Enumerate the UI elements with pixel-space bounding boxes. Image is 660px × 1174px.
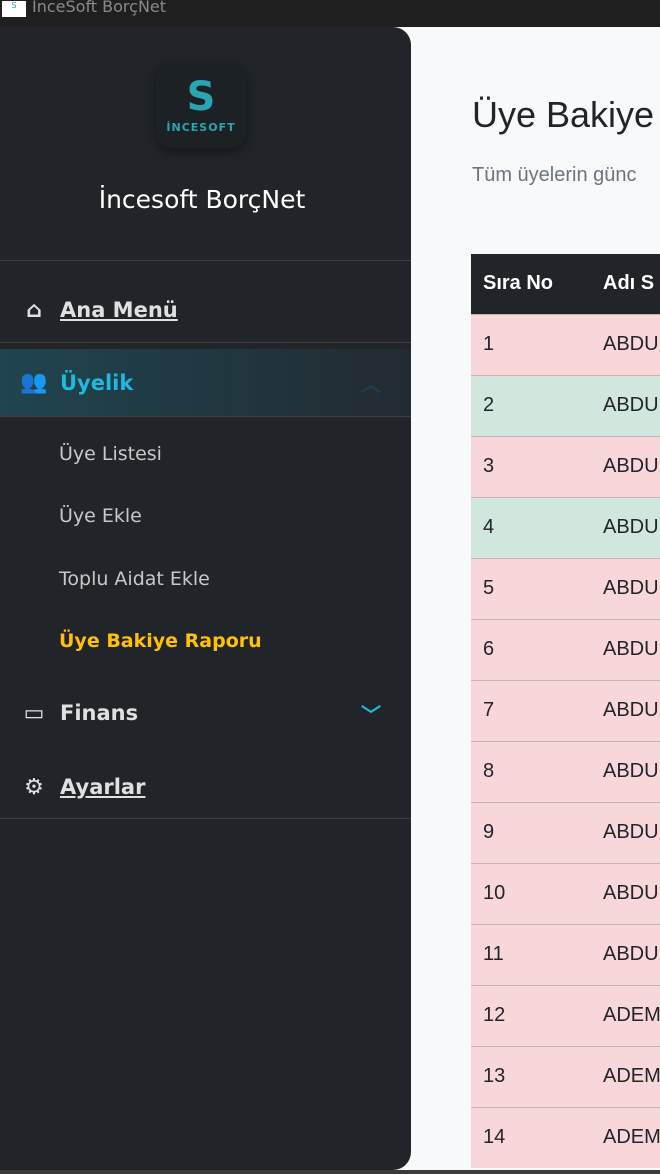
cell-no: 3 (471, 435, 591, 497)
cell-no: 6 (471, 618, 591, 680)
taskbar-edge (0, 1170, 660, 1174)
cell-no: 2 (471, 374, 591, 436)
table-row[interactable]: 9 ABDU (471, 801, 660, 863)
table-row[interactable]: 3 ABDU (471, 435, 660, 497)
cell-no: 8 (471, 740, 591, 802)
cell-name: ABDU (591, 679, 660, 741)
table-row[interactable]: 7 ABDU (471, 679, 660, 741)
cell-name: ABDU (591, 740, 660, 802)
divider (0, 818, 411, 819)
table-row[interactable]: 8 ABDU (471, 740, 660, 802)
cell-name: ADEM (591, 984, 660, 1046)
cell-name: ABDU (591, 374, 660, 436)
home-icon: ⌂ (26, 297, 42, 323)
cell-name: ADEM (591, 1106, 660, 1168)
table-row[interactable]: 6 ABDU (471, 618, 660, 680)
table-row[interactable]: 14 ADEM (471, 1106, 660, 1168)
table-header: Sıra No Adı S (471, 254, 660, 314)
cell-name: ABDU (591, 618, 660, 680)
cell-no: 14 (471, 1106, 591, 1168)
cell-no: 10 (471, 862, 591, 924)
table-row[interactable]: 1 ABDU (471, 313, 660, 375)
header-adi-soyadi[interactable]: Adı S (591, 254, 660, 314)
nav-ayarlar[interactable]: ⚙ Ayarlar (0, 767, 411, 807)
users-icon: 👥 (20, 370, 48, 395)
cell-no: 5 (471, 557, 591, 619)
cell-no: 1 (471, 313, 591, 375)
sub-uye-listesi[interactable]: Üye Listesi (59, 443, 162, 465)
cell-no: 4 (471, 496, 591, 558)
cell-no: 9 (471, 801, 591, 863)
title-bar: S İnceSoft BorçNet (0, 0, 660, 27)
cell-name: ABDU (591, 923, 660, 985)
cell-name: ADEM (591, 1045, 660, 1107)
table-row[interactable]: 13 ADEM (471, 1045, 660, 1107)
cell-name: ABDU (591, 496, 660, 558)
cell-name: ABDU (591, 801, 660, 863)
brand-title: İncesoft BorçNet (98, 185, 306, 214)
nav-uyelik[interactable]: 👥 Üyelik ︿ (0, 349, 411, 416)
table-row[interactable]: 5 ABDU (471, 557, 660, 619)
divider (0, 342, 411, 343)
gear-icon: ⚙ (24, 774, 44, 800)
table-row[interactable]: 12 ADEM (471, 984, 660, 1046)
chevron-down-icon[interactable]: ﹀ (361, 702, 381, 727)
page-title: Üye Bakiye (472, 94, 655, 135)
wallet-icon: ▭ (23, 700, 45, 726)
page-subtitle: Tüm üyelerin günc (472, 164, 637, 186)
app-icon: S (2, 0, 26, 17)
table-row[interactable]: 2 ABDU (471, 374, 660, 436)
table-row[interactable]: 11 ABDU (471, 923, 660, 985)
divider (0, 416, 411, 417)
cell-name: ABDU (591, 557, 660, 619)
balance-table: Sıra No Adı S 1 ABDU 2 ABDU 3 ABDU 4 ABDU 5 ABDU 6… (471, 254, 660, 1168)
sub-toplu-aidat-ekle[interactable]: Toplu Aidat Ekle (59, 568, 210, 590)
nav-finans[interactable]: ▭ Finans ﹀ (0, 693, 411, 733)
header-sira-no[interactable]: Sıra No (471, 254, 591, 314)
sub-uye-bakiye-raporu[interactable]: Üye Bakiye Raporu (59, 630, 262, 652)
cell-name: ABDU (591, 435, 660, 497)
nav-ana-menu[interactable]: ⌂ Ana Menü (0, 277, 411, 343)
divider (0, 260, 411, 261)
table-row[interactable]: 4 ABDU (471, 496, 660, 558)
cell-no: 12 (471, 984, 591, 1046)
sidebar: S İNCESOFT İncesoft BorçNet ⌂ Ana Menü 👥… (0, 27, 411, 1170)
cell-no: 11 (471, 923, 591, 985)
cell-no: 13 (471, 1045, 591, 1107)
window-title: İnceSoft BorçNet (32, 0, 167, 16)
logo: S İNCESOFT (156, 62, 246, 148)
cell-name: ABDU (591, 313, 660, 375)
chevron-up-icon[interactable]: ︿ (361, 372, 381, 396)
sub-uye-ekle[interactable]: Üye Ekle (59, 505, 142, 527)
cell-no: 7 (471, 679, 591, 741)
table-row[interactable]: 10 ABDU (471, 862, 660, 924)
cell-name: ABDU (591, 862, 660, 924)
